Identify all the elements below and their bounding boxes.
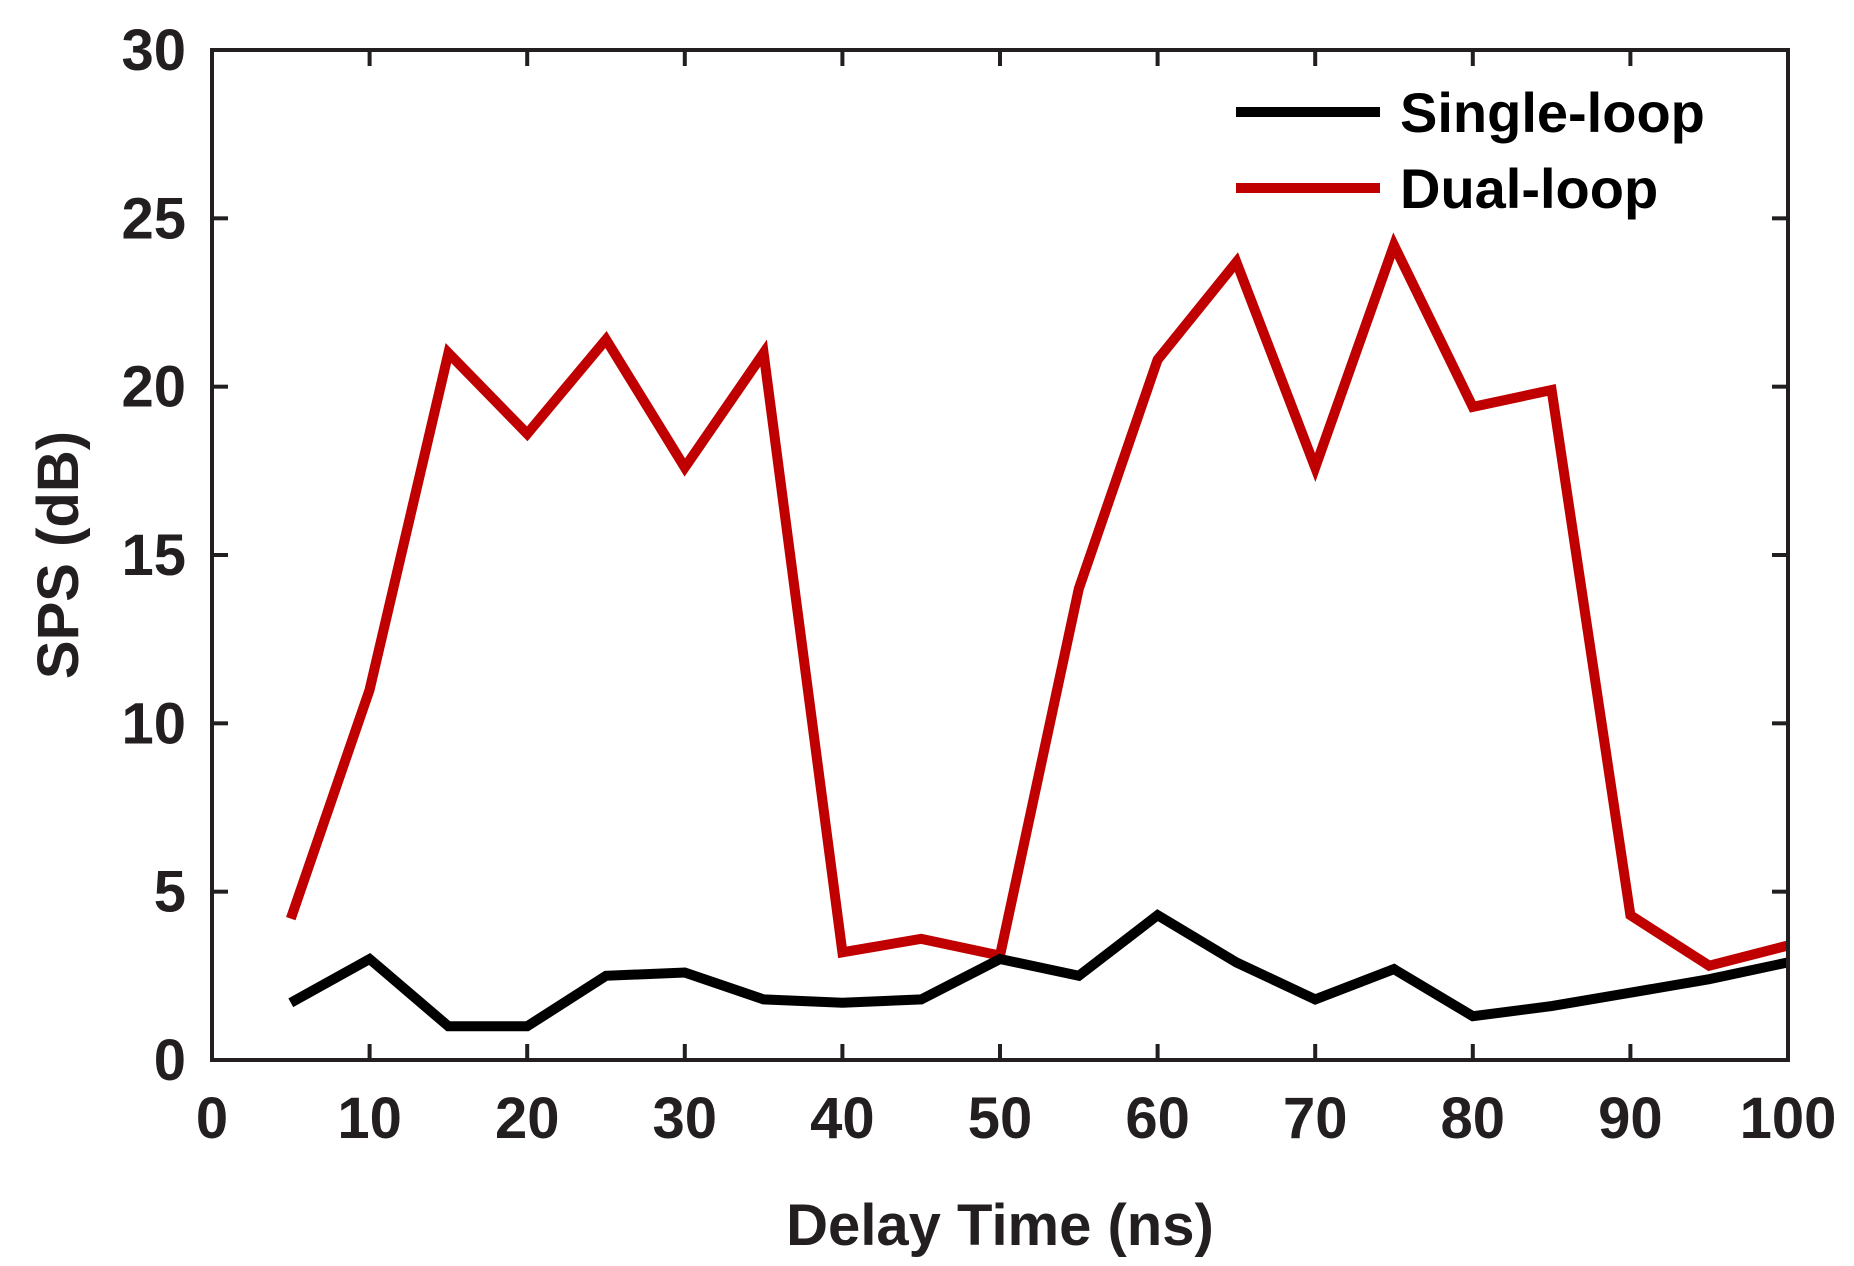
series-line-dual-loop [286,232,1790,972]
series-layer [286,232,1790,1032]
x-tick-label: 100 [1740,1086,1837,1151]
y-axis-title: SPS (dB) [26,431,91,679]
x-tick-label: 20 [495,1086,560,1151]
y-tick-label: 20 [121,355,186,420]
y-tick-label: 5 [154,860,186,925]
legend-label: Dual-loop [1400,157,1658,220]
x-tick-label: 30 [653,1086,718,1151]
series-line-single-loop [288,909,1790,1032]
x-tick-label: 70 [1283,1086,1348,1151]
x-tick-label: 50 [968,1086,1033,1151]
y-tick-label: 15 [121,523,186,588]
y-tick-label: 25 [121,186,186,251]
x-axis-title: Delay Time (ns) [786,1193,1214,1258]
legend: Single-loop Dual-loop [1236,81,1705,220]
legend-label: Single-loop [1400,81,1705,144]
x-tick-label: 60 [1125,1086,1190,1151]
ticks-layer: 0 10 20 30 40 50 60 70 80 90 100 0 5 10 15 20 25 30 [121,18,1836,1151]
y-tick-label: 0 [154,1028,186,1093]
x-tick-label: 10 [337,1086,402,1151]
x-tick-label: 40 [810,1086,875,1151]
x-tick-label: 0 [196,1086,228,1151]
x-tick-label: 90 [1598,1086,1663,1151]
x-tick-label: 80 [1441,1086,1506,1151]
y-tick-label: 30 [121,18,186,83]
y-tick-label: 10 [121,691,186,756]
